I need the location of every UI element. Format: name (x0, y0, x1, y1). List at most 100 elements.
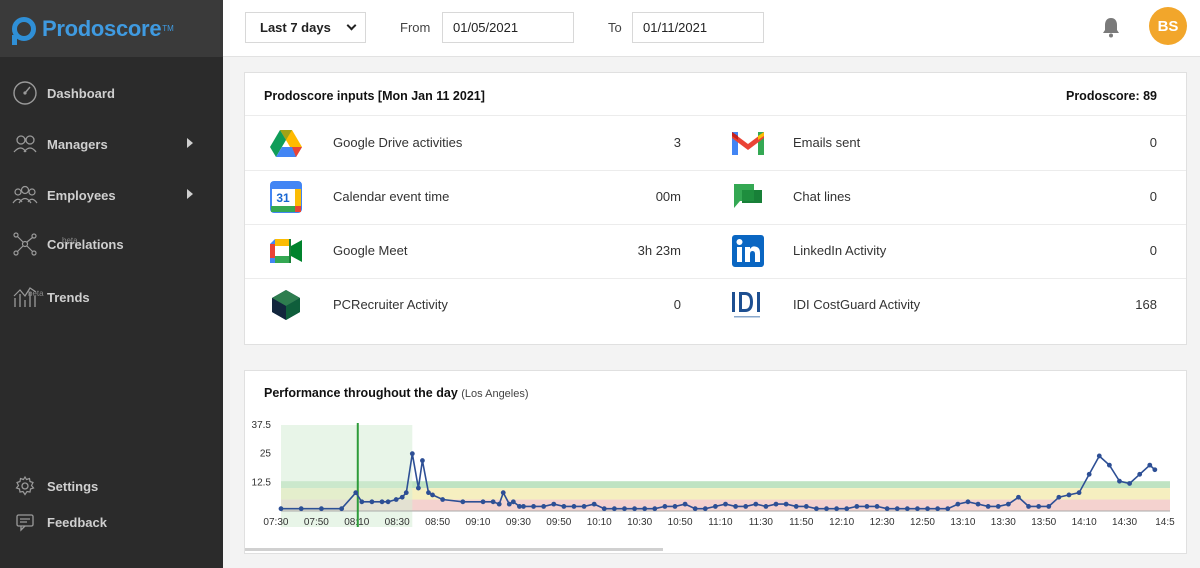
data-point (904, 506, 910, 512)
data-point (571, 504, 577, 509)
data-point (1016, 494, 1021, 500)
app-name: Prodoscore (42, 15, 162, 41)
sidebar-item-label: Trends (47, 289, 90, 305)
date-range-value: Last 7 days (260, 20, 331, 35)
sidebar-item-label: Feedback (47, 514, 107, 530)
x-tick-label: 13:50 (1031, 517, 1056, 528)
sidebar-item-dashboard[interactable]: Dashboard (0, 73, 223, 113)
data-point (884, 506, 890, 512)
x-tick-label: 07:30 (263, 517, 288, 528)
sidebar-item-settings[interactable]: Settings (0, 466, 223, 506)
chart-title: Performance throughout the day (Los Ange… (264, 386, 529, 400)
x-tick-label: 10:50 (668, 517, 693, 528)
prodoscore-value: Prodoscore: 89 (1065, 89, 1157, 103)
trademark: TM (162, 24, 174, 33)
dashboard-icon (12, 80, 38, 106)
from-label: From (400, 20, 431, 35)
data-point (581, 504, 587, 509)
logo[interactable]: Prodoscore TM (0, 0, 223, 57)
sidebar-item-label: Correlations (47, 236, 124, 252)
expand-arrow-icon[interactable] (187, 189, 193, 199)
metric-value: 0 (1149, 243, 1157, 258)
from-date-field[interactable]: 01/05/2021 (442, 12, 574, 43)
y-tick-label: 12.5 (252, 477, 272, 488)
x-tick-label: 09:10 (465, 517, 490, 528)
sidebar-item-label: Dashboard (47, 85, 115, 101)
data-point (319, 506, 324, 512)
x-tick-label: 12:50 (910, 517, 935, 528)
inputs-title: Prodoscore inputs [Mon Jan 11 2021] (264, 89, 485, 103)
data-point (682, 501, 688, 507)
data-point (409, 451, 415, 457)
sidebar: Prodoscore TM Dashboard Managers Employe… (0, 0, 223, 568)
horizontal-scrollbar[interactable] (245, 548, 663, 551)
google-meet-icon (269, 234, 303, 268)
divider (245, 224, 1186, 225)
data-point (278, 506, 284, 512)
data-point (460, 499, 466, 505)
metric-value: 168 (1135, 297, 1157, 312)
metric-label: IDI CostGuard Activity (793, 297, 921, 312)
divider (245, 170, 1186, 171)
x-tick-label: 12:30 (870, 517, 895, 528)
avatar[interactable]: BS (1149, 7, 1187, 45)
data-point (733, 504, 739, 509)
managers-icon (12, 131, 38, 157)
data-point (642, 506, 648, 512)
data-point (496, 501, 502, 507)
sidebar-item-managers[interactable]: Managers (0, 124, 223, 164)
data-point (430, 492, 435, 498)
google-chat-icon (731, 180, 765, 214)
data-point (753, 501, 759, 507)
data-point (814, 506, 819, 512)
data-point (723, 501, 728, 507)
data-point (385, 499, 391, 505)
beta-badge: beta (28, 289, 44, 298)
data-point (399, 494, 405, 500)
data-point (601, 506, 607, 512)
data-point (480, 499, 486, 505)
band-high (281, 481, 1170, 489)
x-tick-label: 10:30 (627, 517, 652, 528)
data-point (420, 458, 425, 463)
linkedin-icon (731, 234, 765, 268)
google-drive-icon (269, 126, 303, 160)
to-date-field[interactable]: 01/11/2021 (632, 12, 764, 43)
employees-icon (12, 182, 38, 208)
beta-badge: beta (62, 236, 78, 245)
sidebar-item-correlations[interactable]: Correlations beta (0, 224, 223, 264)
sidebar-item-label: Managers (47, 136, 108, 152)
data-point (521, 504, 526, 509)
data-point (915, 506, 920, 512)
data-point (369, 499, 375, 505)
metric-value: 00m (655, 189, 681, 204)
data-point (1106, 462, 1112, 468)
data-point (783, 501, 789, 507)
data-point (551, 501, 557, 507)
data-point (426, 490, 431, 496)
data-point (1036, 504, 1042, 509)
data-point (864, 504, 870, 509)
data-point (844, 506, 850, 512)
sidebar-item-trends[interactable]: Trends beta (0, 277, 223, 317)
date-range-select[interactable]: Last 7 days (245, 12, 366, 43)
data-point (622, 506, 627, 512)
trends-icon (12, 284, 38, 310)
data-point (652, 506, 658, 512)
data-point (824, 506, 829, 512)
chart-title-text: Performance throughout the day (264, 386, 458, 400)
data-point (995, 504, 1001, 509)
data-point (1056, 494, 1062, 500)
expand-arrow-icon[interactable] (187, 138, 193, 148)
data-point (793, 504, 799, 509)
sidebar-item-employees[interactable]: Employees (0, 175, 223, 215)
data-point (298, 506, 304, 512)
sidebar-item-feedback[interactable]: Feedback (0, 502, 223, 542)
data-point (692, 506, 698, 512)
x-tick-label: 12:10 (829, 517, 854, 528)
data-point (1147, 462, 1153, 468)
gear-icon (12, 473, 38, 499)
notification-bell-icon[interactable] (1102, 16, 1120, 38)
sidebar-item-label: Employees (47, 187, 116, 203)
